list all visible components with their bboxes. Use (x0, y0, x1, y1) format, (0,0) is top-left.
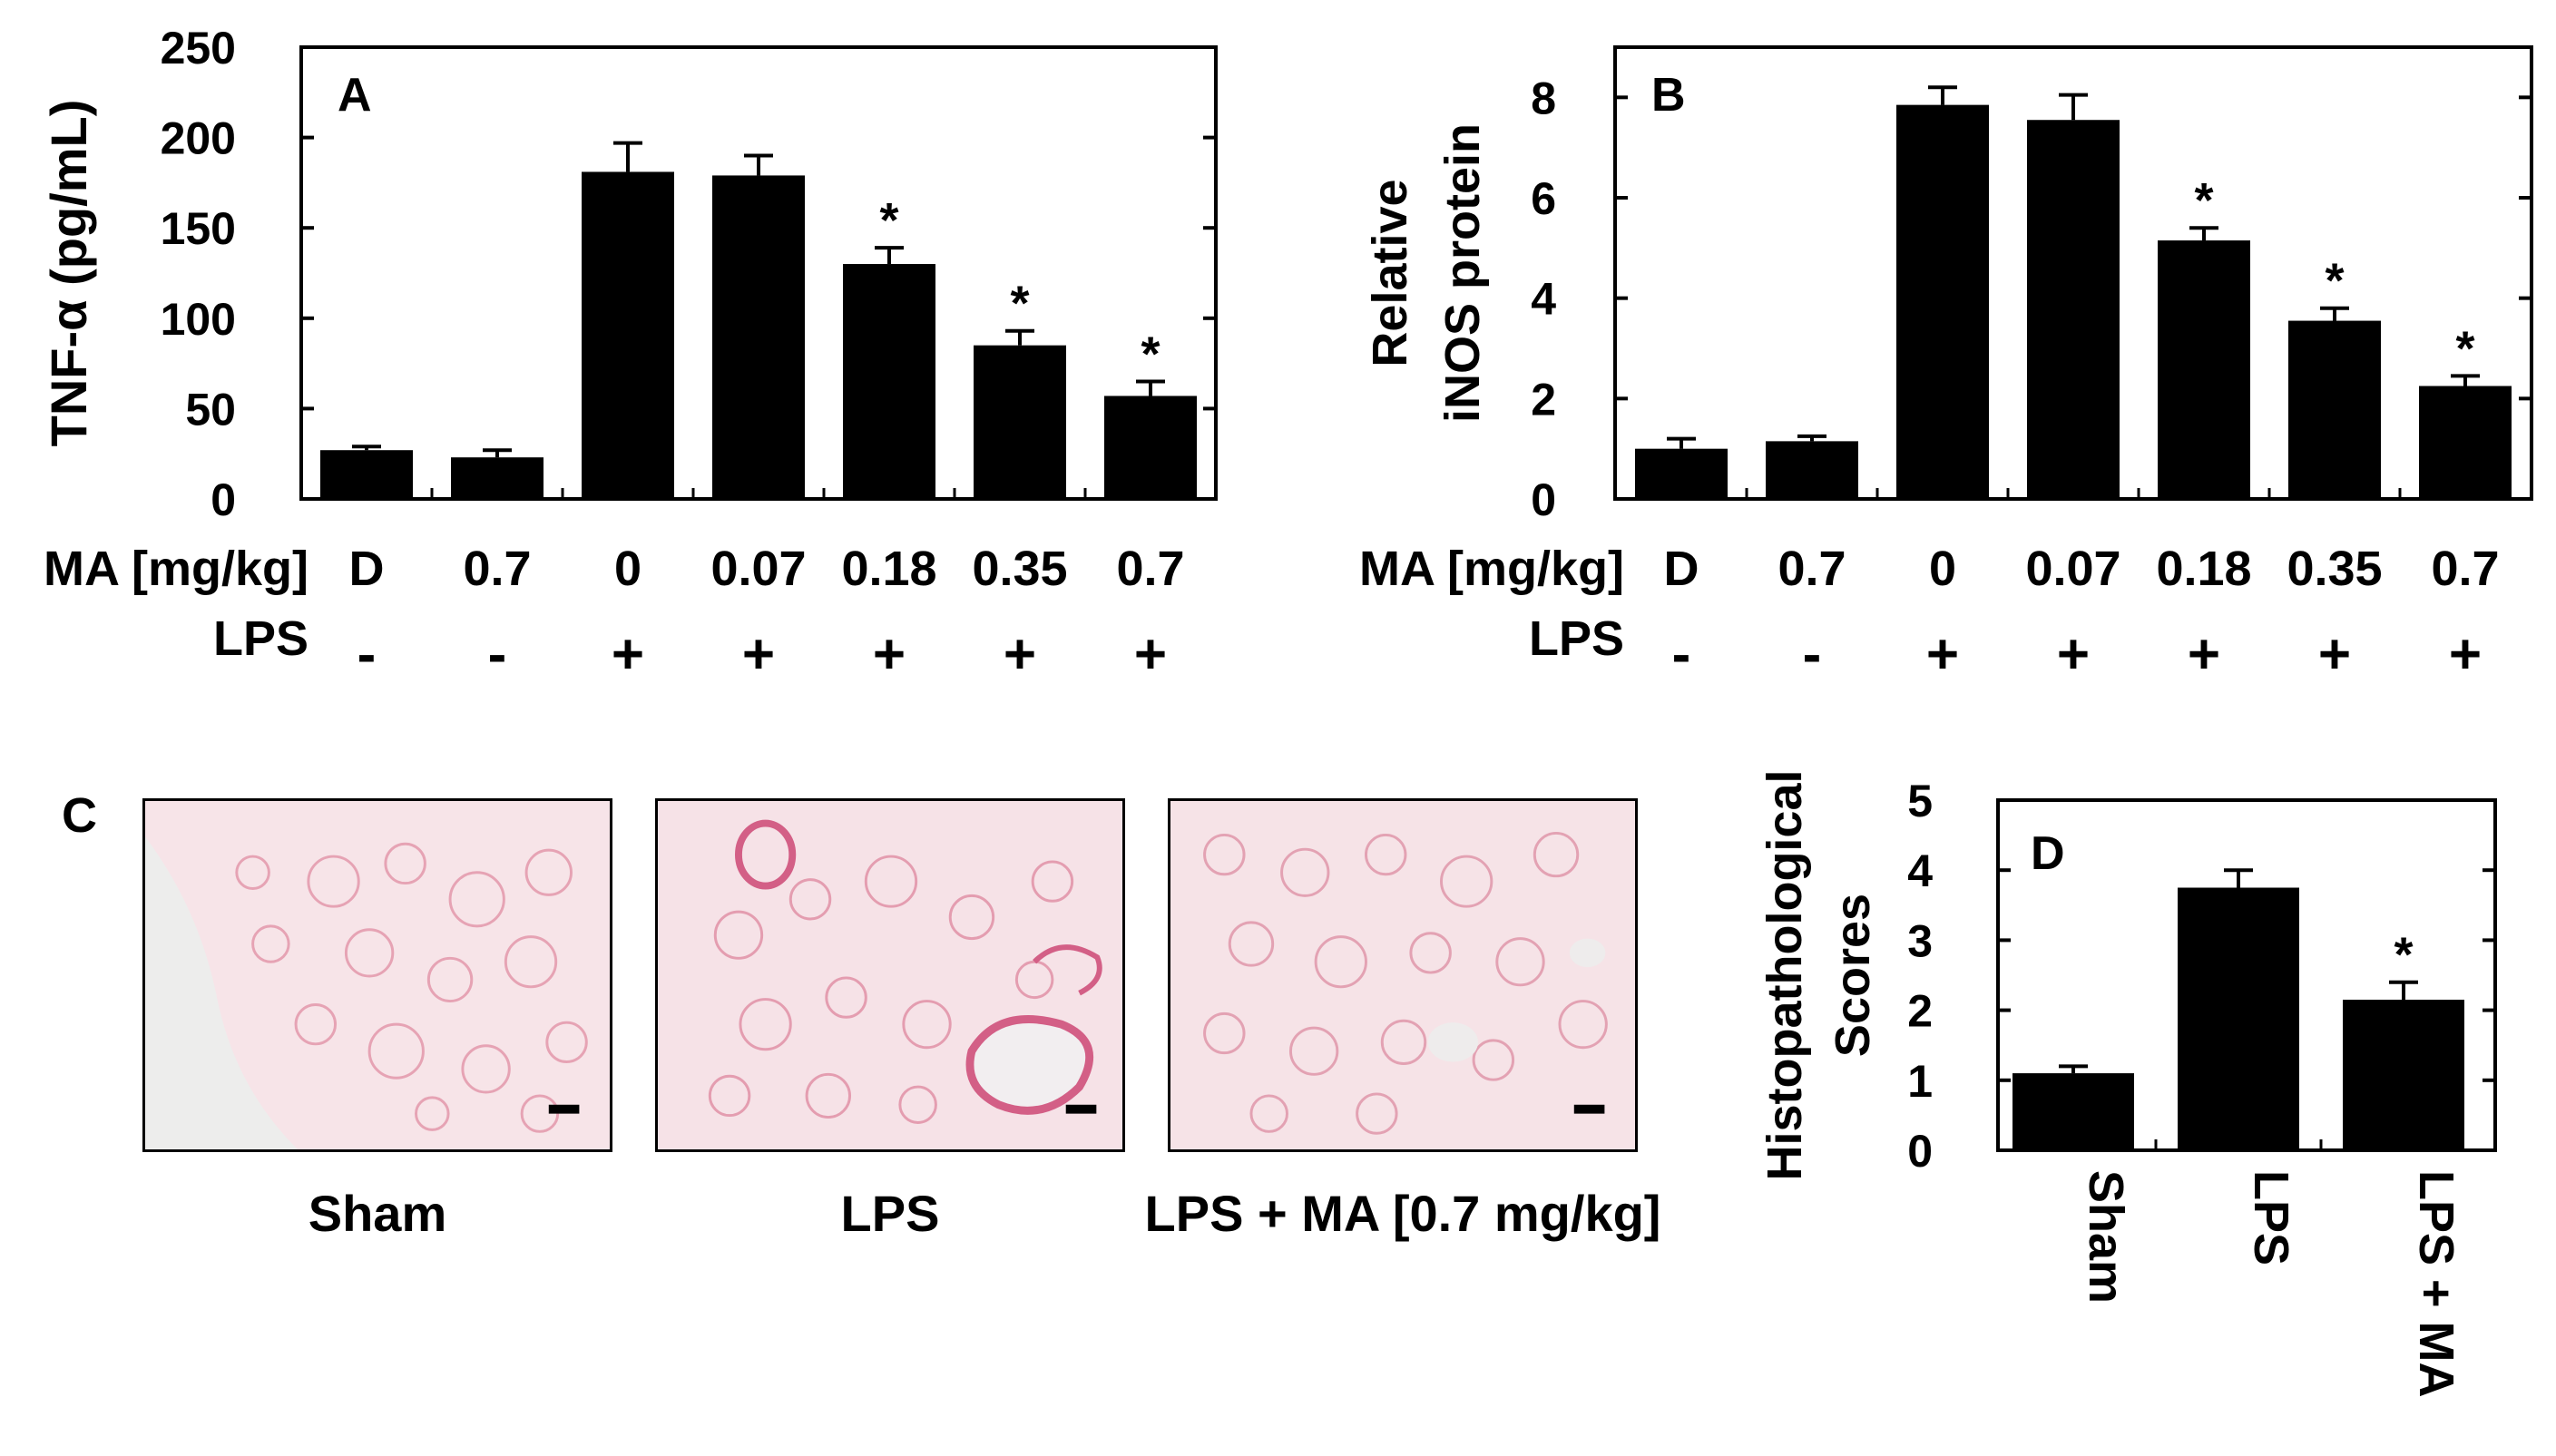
panel-b-category-label: 0.35 (2287, 542, 2382, 596)
panel-a-bar (320, 450, 413, 499)
panel-b-lps-sign: + (2188, 623, 2220, 686)
panel-b-lps-sign: + (1926, 623, 1959, 686)
panel-b-ytick-label: 0 (1531, 474, 1556, 525)
panel-d-significance-star: * (2394, 928, 2413, 982)
panel-d-letter: D (2031, 827, 2065, 880)
panel-b-bar (1766, 441, 1858, 499)
caption-lps: LPS (840, 1185, 940, 1242)
micrograph-sham (142, 798, 612, 1152)
panel-a-category-label: 0.35 (972, 542, 1067, 596)
panel-b-significance-star: * (2194, 173, 2213, 228)
panel-a-ytick-label: 0 (211, 474, 236, 525)
panel-a-ytick-label: 50 (185, 384, 236, 435)
panel-a-ytick-label: 250 (161, 23, 236, 73)
panel-d-bar (2012, 1073, 2134, 1150)
panel-b-ytick-label: 8 (1531, 73, 1556, 123)
panel-b-lps-sign: + (2057, 623, 2090, 686)
panel-b-category-label: D (1664, 542, 1699, 596)
panel-a-significance-star: * (1141, 327, 1160, 382)
panel-b-category-label: 0.7 (2431, 542, 2499, 596)
panel-a-lps-sign: + (1134, 623, 1167, 686)
panel-b-ytick-label: 4 (1531, 274, 1556, 325)
panel-d-category-label: LPS (2244, 1170, 2298, 1265)
panel-b-ylabel-line1: Relative (1363, 179, 1417, 366)
panel-a-category-label: D (349, 542, 385, 596)
panel-a-lps-sign: + (873, 623, 906, 686)
panel-d-bar (2178, 887, 2299, 1150)
panel-a-lps-sign: - (357, 623, 377, 686)
panel-b-lps-sign: + (2449, 623, 2482, 686)
panel-b-ytick-label: 2 (1531, 374, 1556, 425)
panel-b-lps-sign: - (1803, 623, 1822, 686)
panel-a-significance-star: * (1010, 277, 1029, 331)
panel-b-letter: B (1651, 69, 1686, 122)
panel-b-bar (2288, 320, 2381, 499)
panel-a-ytick-label: 150 (161, 203, 236, 254)
panel-b-row-label-ma: MA [mg/kg] (1359, 542, 1624, 596)
panel-a-lps-sign: + (742, 623, 775, 686)
panel-b-bar (2158, 240, 2250, 499)
panel-d-ytick-label: 5 (1907, 776, 1933, 826)
panel-b-lps-sign: + (2318, 623, 2351, 686)
panel-a-bar (1104, 396, 1197, 499)
panel-a-category-label: 0.07 (710, 542, 806, 596)
panel-a-significance-star: * (879, 193, 898, 248)
panel-b-row-label-lps: LPS (1529, 611, 1624, 666)
panel-b-bar (1635, 448, 1728, 499)
panel-a-bar (843, 264, 935, 499)
panel-b-category-label: 0 (1929, 542, 1956, 596)
panel-d-bar (2343, 1000, 2464, 1150)
panel-d-ytick-label: 2 (1907, 986, 1933, 1037)
caption-sham: Sham (308, 1185, 447, 1242)
micrograph-lps (655, 798, 1125, 1152)
panel-a-lps-sign: + (1004, 623, 1036, 686)
panel-a-row-label-ma: MA [mg/kg] (44, 542, 308, 596)
panel-b-significance-star: * (2455, 321, 2474, 376)
panel-b-lps-sign: - (1672, 623, 1691, 686)
panel-c-letter: C (62, 788, 97, 843)
panel-a-ylabel: TNF-α (pg/mL) (40, 100, 97, 447)
panel-b-bar (2419, 386, 2512, 499)
panel-d-ylabel-line2: Scores (1826, 894, 1880, 1057)
panel-b-significance-star: * (2325, 254, 2344, 308)
panel-a-category-label: 0.7 (463, 542, 531, 596)
panel-a-bar (451, 457, 544, 499)
panel-a-category-label: 0 (614, 542, 641, 596)
panel-d-category-label: LPS + MA (2409, 1170, 2463, 1398)
panel-d-ytick-label: 3 (1907, 915, 1933, 966)
panel-b-bar (1896, 104, 1989, 499)
panel-d-ytick-label: 1 (1907, 1056, 1933, 1107)
panel-d-category-label: Sham (2079, 1170, 2133, 1304)
panel-a-lps-sign: + (612, 623, 644, 686)
panel-a-row-label-lps: LPS (213, 611, 308, 666)
panel-b-category-label: 0.07 (2025, 542, 2120, 596)
panel-d-ylabel-line1: Histopathological (1758, 769, 1812, 1180)
panel-a-ytick-label: 100 (161, 294, 236, 345)
panel-a-bar (712, 175, 805, 499)
panel-a-lps-sign: - (488, 623, 507, 686)
panel-a-category-label: 0.7 (1116, 542, 1184, 596)
panel-a-letter: A (338, 69, 372, 122)
panel-a-ytick-label: 200 (161, 113, 236, 164)
panel-b-ytick-label: 6 (1531, 173, 1556, 224)
panel-d-ytick-label: 4 (1907, 845, 1933, 896)
panel-b-ylabel-line2: iNOS protein (1435, 123, 1490, 423)
panel-d-ytick-label: 0 (1907, 1126, 1933, 1177)
panel-a-bar (582, 171, 674, 499)
panel-a-category-label: 0.18 (841, 542, 936, 596)
panel-b-category-label: 0.18 (2156, 542, 2251, 596)
panel-a-bar (974, 345, 1066, 499)
panel-b-bar (2027, 120, 2120, 499)
caption-lps-ma: LPS + MA [0.7 mg/kg] (1144, 1185, 1661, 1242)
micrograph-lps-ma (1168, 798, 1638, 1152)
panel-b-category-label: 0.7 (1777, 542, 1846, 596)
